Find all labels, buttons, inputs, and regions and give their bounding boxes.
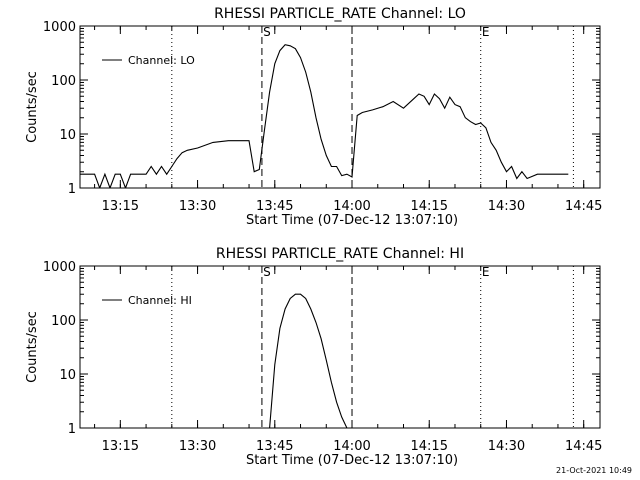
legend-label: Channel: HI [128, 294, 192, 307]
legend-label: Channel: LO [128, 54, 195, 67]
x-tick-label: 13:45 [256, 199, 293, 214]
x-tick-label: 13:45 [256, 439, 293, 454]
x-tick-label: 14:30 [488, 439, 525, 454]
chart-panel-2: RHESSI PARTICLE_RATE Channel: HI 1 10 100 10… [25, 246, 602, 468]
chart-title: RHESSI PARTICLE_RATE Channel: HI [216, 246, 464, 262]
plot-frame [79, 25, 601, 189]
generation-timestamp: 21-Oct-2021 10:49 [556, 466, 632, 475]
x-tick-label: 13:15 [102, 439, 139, 454]
x-tick-label: 14:00 [333, 439, 370, 454]
start-marker-label: S [263, 25, 271, 39]
y-axis-label: Counts/sec [25, 71, 40, 143]
x-tick-label: 13:30 [179, 439, 216, 454]
plot-frame [79, 265, 601, 429]
y-tick-label: 1000 [43, 20, 76, 35]
y-tick-label: 100 [51, 314, 76, 329]
y-tick-label: 1 [68, 182, 76, 197]
x-tick-label: 14:15 [411, 199, 448, 214]
x-tick-label: 13:15 [102, 199, 139, 214]
x-axis-label: Start Time (07-Dec-12 13:07:10) [246, 453, 458, 468]
start-marker-label: S [263, 265, 271, 279]
end-marker-label: E [482, 265, 490, 279]
x-tick-label: 14:15 [411, 439, 448, 454]
x-tick-label: 14:30 [488, 199, 525, 214]
series-line-1 [80, 44, 569, 188]
x-tick-label: 14:45 [565, 439, 602, 454]
y-axis-label: Counts/sec [25, 311, 40, 383]
x-tick-label: 14:00 [333, 199, 370, 214]
end-marker-label: E [482, 25, 490, 39]
y-tick-label: 100 [51, 74, 76, 89]
x-axis-label: Start Time (07-Dec-12 13:07:10) [246, 213, 458, 228]
x-tick-label: 13:30 [179, 199, 216, 214]
y-tick-label: 10 [59, 128, 76, 143]
series-line-1 [269, 293, 348, 428]
chart-title: RHESSI PARTICLE_RATE Channel: LO [214, 6, 466, 22]
x-tick-label: 14:45 [565, 199, 602, 214]
y-tick-label: 10 [59, 368, 76, 383]
chart-panel-1: RHESSI PARTICLE_RATE Channel: LO 1 10 100 10… [25, 6, 602, 228]
y-tick-label: 1 [68, 422, 76, 437]
y-tick-label: 1000 [43, 260, 76, 275]
